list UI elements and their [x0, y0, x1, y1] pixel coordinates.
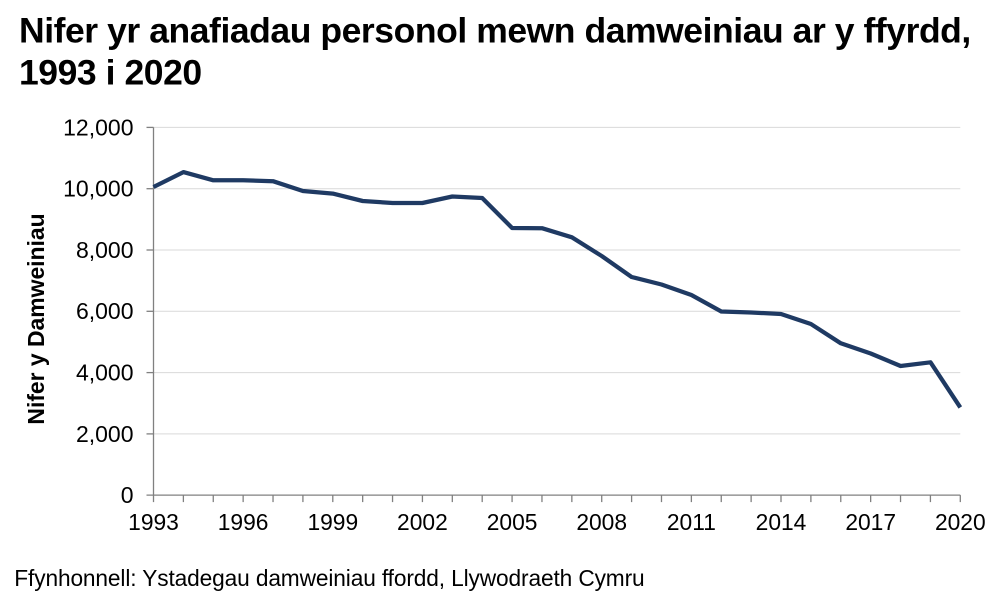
svg-text:Nifer y Damweiniau: Nifer y Damweiniau: [23, 213, 49, 424]
svg-text:4,000: 4,000: [76, 360, 134, 386]
svg-text:Nifer yr anafiadau personol me: Nifer yr anafiadau personol mewn damwein…: [19, 11, 971, 51]
svg-text:2017: 2017: [845, 509, 896, 535]
svg-text:2002: 2002: [397, 509, 448, 535]
svg-text:1993 i 2020: 1993 i 2020: [19, 53, 202, 93]
svg-text:1993: 1993: [128, 509, 179, 535]
svg-text:2011: 2011: [667, 509, 716, 535]
svg-text:1999: 1999: [307, 509, 358, 535]
svg-text:1996: 1996: [218, 509, 269, 535]
svg-text:10,000: 10,000: [63, 176, 133, 202]
svg-text:0: 0: [121, 482, 134, 508]
svg-text:2008: 2008: [576, 509, 627, 535]
svg-text:2005: 2005: [487, 509, 538, 535]
svg-text:Ffynhonnell: Ystadegau damwein: Ffynhonnell: Ystadegau damweiniau ffordd…: [14, 565, 644, 591]
svg-text:12,000: 12,000: [63, 114, 133, 140]
svg-text:2020: 2020: [935, 509, 986, 535]
svg-text:8,000: 8,000: [76, 237, 134, 263]
svg-text:2014: 2014: [756, 509, 807, 535]
svg-text:2,000: 2,000: [76, 421, 134, 447]
svg-text:6,000: 6,000: [76, 298, 134, 324]
